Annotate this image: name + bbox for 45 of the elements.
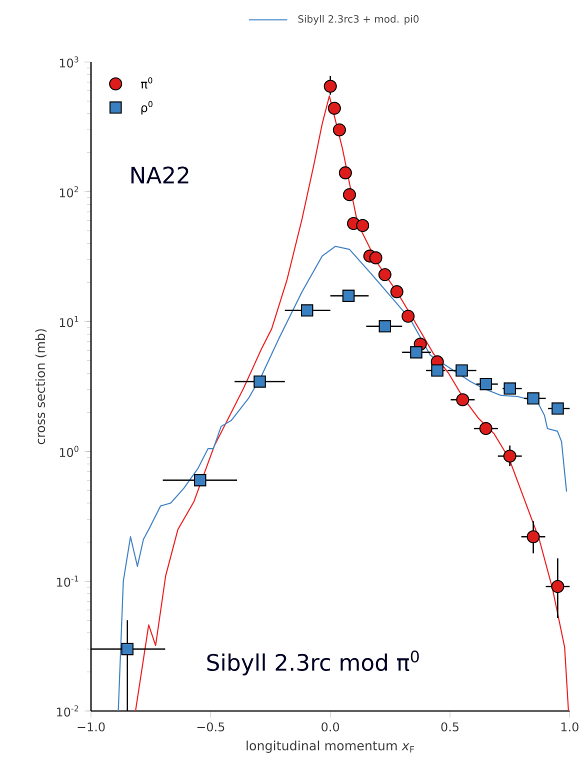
point: [551, 580, 564, 594]
y-axis-title: cross section (mb): [35, 329, 47, 444]
point: [402, 310, 415, 323]
x-axis-title: longitudinal momentum x$_{F}$: [246, 740, 414, 753]
point: [356, 218, 370, 232]
point: [479, 422, 492, 436]
y-tick-label: 10$^{-2}$: [57, 705, 78, 717]
y-tick-label: 10$^{1}$: [60, 316, 78, 328]
x-tick-label: 0.5: [441, 722, 458, 732]
point: [527, 392, 540, 405]
point: [410, 346, 422, 358]
x-tick-label: −1.0: [78, 722, 105, 732]
point: [342, 188, 356, 202]
point: [503, 450, 516, 463]
point: [332, 123, 346, 136]
point: [194, 474, 206, 486]
legend-label: Sibyll 2.3rc3 + mod. pi0: [298, 14, 419, 25]
point: [369, 251, 382, 264]
annotation: Sibyll 2.3rc mod π$^{0}$: [207, 650, 419, 676]
point: [480, 378, 492, 390]
point: [378, 320, 392, 332]
legend-label: ρ$^{0}$: [141, 101, 152, 115]
y-tick-label: 10$^{-1}$: [57, 576, 78, 587]
legend-label: π$^{0}$: [140, 77, 152, 89]
x-tick-label: 1.0: [561, 722, 578, 732]
x-tick-label: −0.5: [197, 722, 224, 732]
line-series: [118, 246, 568, 712]
y-tick-label: 10$^{2}$: [60, 186, 78, 198]
annotation: NA22: [131, 166, 188, 184]
point: [324, 80, 337, 93]
point: [328, 102, 341, 115]
point: [552, 402, 564, 415]
y-tick-label: 10$^{0}$: [60, 446, 78, 457]
point: [456, 364, 468, 377]
point: [378, 268, 392, 282]
x-tick-label: 0.0: [322, 722, 340, 732]
y-tick-label: 10$^{3}$: [60, 56, 78, 68]
point: [121, 642, 134, 656]
point: [300, 304, 314, 317]
point: [526, 530, 540, 544]
point: [456, 393, 470, 406]
point: [254, 375, 266, 388]
point: [338, 166, 352, 180]
point: [390, 285, 404, 298]
point: [342, 290, 355, 302]
